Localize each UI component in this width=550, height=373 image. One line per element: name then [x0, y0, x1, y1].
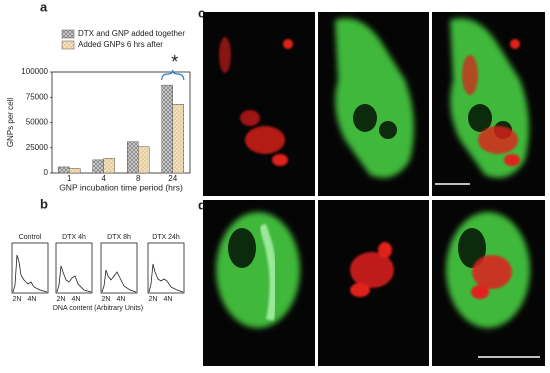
x-tick-label: 8: [136, 174, 141, 183]
y-tick-label: 100000: [21, 67, 48, 76]
x-axis-label: GNP incubation time period (hrs): [59, 182, 183, 192]
flow-tick: 2N: [13, 296, 22, 303]
flow-tick: 2N: [57, 296, 66, 303]
flow-xlabel: DNA content (Arbitrary Units): [53, 305, 143, 312]
bar: [138, 146, 150, 174]
flow-curve: [101, 269, 137, 293]
y-axis-label: GNPs per cell: [6, 98, 15, 148]
legend-label: Added GNPs 6 hrs after: [78, 40, 163, 49]
flow-panels: [11, 242, 185, 294]
flow-curve: [56, 265, 92, 293]
flow-tick: 4N: [164, 296, 173, 303]
annotation: *: [171, 52, 178, 72]
bracket: [161, 69, 185, 81]
bar: [58, 166, 70, 174]
bar: [172, 104, 184, 174]
flow-tick: 2N: [102, 296, 111, 303]
flow-title: DTX 24h: [152, 234, 180, 241]
y-tick-label: 25000: [26, 143, 49, 152]
x-tick-label: 24: [168, 174, 177, 183]
flow-curve: [12, 254, 48, 293]
flow-box: [11, 242, 49, 294]
flow-tick: 2N: [149, 296, 158, 303]
flow-title: DTX 8h: [107, 234, 131, 241]
image: [203, 12, 315, 196]
bar: [69, 168, 81, 174]
plot-frame: [51, 71, 191, 174]
bar: [92, 159, 104, 174]
bar: [103, 158, 115, 174]
x-tick-label: 4: [102, 174, 107, 183]
flow-tick: 4N: [28, 296, 37, 303]
panel-label: a: [40, 0, 48, 14]
flow-curve: [148, 263, 184, 293]
legend-swatch: [61, 40, 75, 50]
legend-label: DTX and GNP added together: [78, 29, 185, 38]
panel-label: d: [198, 197, 206, 212]
panel-label: b: [40, 196, 48, 211]
flow-title: Control: [19, 234, 42, 241]
flow-tick: 4N: [117, 296, 126, 303]
flow-title: DTX 4h: [62, 234, 86, 241]
bar: [127, 141, 139, 174]
y-tick-label: 75000: [26, 92, 49, 101]
x-tick-label: 1: [67, 174, 72, 183]
bar: [161, 84, 173, 174]
micrographs: [203, 12, 545, 366]
flow-box: [55, 242, 93, 294]
y-tick-label: 0: [44, 168, 49, 177]
panel-label: c: [198, 5, 205, 20]
flow-box: [147, 242, 185, 294]
legend-swatch: [61, 29, 75, 39]
flow-box: [100, 242, 138, 294]
y-tick-label: 50000: [26, 118, 49, 127]
flow-tick: 4N: [72, 296, 81, 303]
